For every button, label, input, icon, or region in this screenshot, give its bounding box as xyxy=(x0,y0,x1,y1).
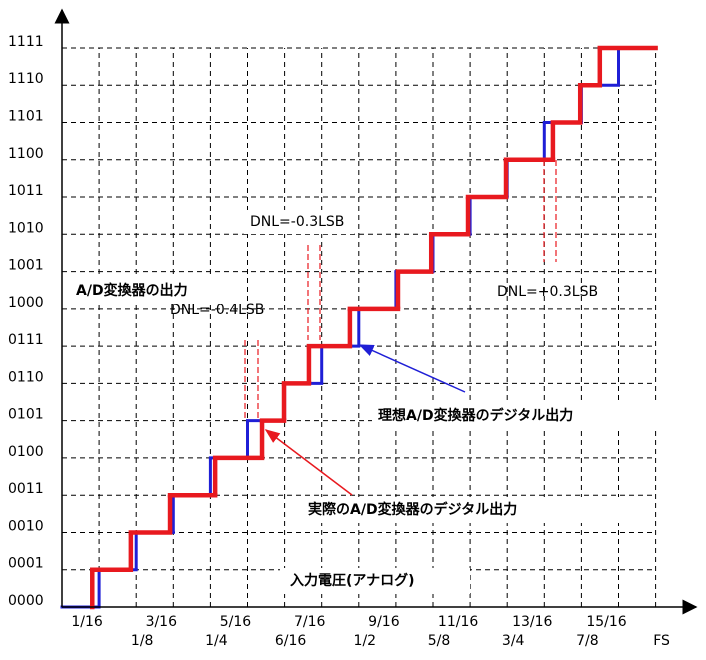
legend-label: 実際のA/D変換器のデジタル出力 xyxy=(308,501,517,518)
x-tick-label: 3/4 xyxy=(502,633,525,649)
y-tick-label: 0110 xyxy=(8,369,44,385)
label-bg xyxy=(244,210,354,234)
y-tick-label: 1011 xyxy=(8,183,44,199)
x-tick-label: 7/16 xyxy=(294,614,326,630)
x-tick-label: 1/2 xyxy=(354,633,377,649)
x-tick-label: 13/16 xyxy=(512,614,552,630)
y-tick-label: 0010 xyxy=(8,518,44,534)
y-tick-label: 1110 xyxy=(8,71,44,87)
dnl-markers xyxy=(244,160,557,420)
x-tick-label: 1/8 xyxy=(131,633,154,649)
annotation: DNL=-0.3LSB xyxy=(250,214,344,230)
x-tick-label: 15/16 xyxy=(586,614,626,630)
labels: 0000 0001 0010 0011 0100 0101 0110 0111 1000 1001… xyxy=(8,34,694,649)
plot xyxy=(60,45,658,610)
x-tick-label: 11/16 xyxy=(438,614,478,630)
y-tick-label: 1010 xyxy=(8,220,44,236)
y-tick-label: 0111 xyxy=(8,332,44,348)
label-bg xyxy=(72,278,244,304)
label-bg xyxy=(302,497,622,523)
x-tick-label: 5/16 xyxy=(220,614,252,630)
x-tick-label: 7/8 xyxy=(576,633,599,649)
annotation: DNL=+0.3LSB xyxy=(497,284,598,300)
x-tick-label: 1/4 xyxy=(205,633,228,649)
legend-arrow xyxy=(264,429,353,496)
y-tick-label: 0100 xyxy=(8,444,44,460)
x-tick-label: 1/16 xyxy=(71,614,103,630)
x-tick-label: 9/16 xyxy=(368,614,400,630)
y-tick-label: 0101 xyxy=(8,407,44,423)
y-tick-label: 1001 xyxy=(8,258,44,274)
annotation: DNL=-0.4LSB xyxy=(170,302,264,318)
label-bg xyxy=(280,568,470,594)
y-tick-label: 1100 xyxy=(8,146,44,162)
legend-arrow xyxy=(358,344,466,393)
y-tick-label: 1111 xyxy=(8,34,44,50)
x-tick-label: 6/16 xyxy=(275,633,307,649)
y-tick-label: 0000 xyxy=(8,593,44,609)
y-tick-label: 0011 xyxy=(8,481,44,497)
label-bg xyxy=(372,403,694,429)
y-tick-label: 1101 xyxy=(8,108,44,124)
x-tick-label: FS xyxy=(653,633,670,649)
legend-label: 理想A/D変換器のデジタル出力 xyxy=(378,407,573,424)
x-axis-label: 入力電圧(アナログ) xyxy=(290,572,415,589)
y-axis-label: A/D変換器の出力 xyxy=(76,282,188,299)
y-tick-label: 1000 xyxy=(8,295,44,311)
x-tick-label: 3/16 xyxy=(146,614,178,630)
x-tick-label: 5/8 xyxy=(428,633,451,649)
y-tick-label: 0001 xyxy=(8,556,44,572)
